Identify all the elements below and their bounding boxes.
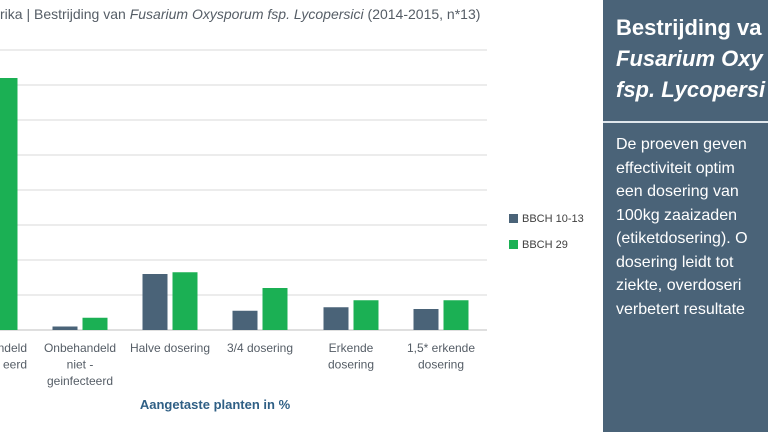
chart-title-suffix: (2014-2015, n*13) <box>363 6 481 22</box>
panel-title-line: Bestrijding va <box>616 15 762 40</box>
chart-title: rika | Bestrijding van Fusarium Oxysporu… <box>0 6 600 36</box>
panel-body-line: 100kg zaaizaden <box>616 206 737 224</box>
bar <box>0 78 18 330</box>
legend-swatch <box>509 240 518 249</box>
bar <box>172 272 198 330</box>
x-tick-label: Onbehandeld <box>44 341 116 355</box>
bar <box>232 310 258 330</box>
bar <box>142 274 168 330</box>
panel-title-line: fsp. Lycopersi <box>616 77 766 102</box>
legend-label: BBCH 29 <box>522 239 568 251</box>
x-tick-label: 3/4 dosering <box>227 341 293 355</box>
x-tick-label: 1,5* erkende <box>407 341 475 355</box>
panel-title: Bestrijding va Fusarium Oxy fsp. Lycoper… <box>616 12 768 105</box>
chart-title-prefix: rika | Bestrijding van <box>0 6 130 22</box>
bar <box>353 300 379 330</box>
bar <box>82 317 108 330</box>
x-tick-label: dosering <box>328 358 374 372</box>
chart-title-species: Fusarium Oxysporum fsp. Lycopersici <box>129 6 364 22</box>
legend-label: BBCH 10-13 <box>522 213 584 225</box>
x-tick-label: dosering <box>418 358 464 372</box>
bar <box>323 307 349 330</box>
x-tick-label: ndeld <box>0 341 27 355</box>
x-tick-label: niet - <box>67 358 94 372</box>
bar <box>52 326 78 330</box>
legend-swatch <box>509 214 518 223</box>
x-tick-label: Halve dosering <box>130 341 210 355</box>
panel-body-line: effectiviteit optim <box>616 159 735 177</box>
bar <box>262 288 288 330</box>
x-axis-title: Aangetaste planten in % <box>140 397 291 412</box>
x-tick-label: eerd <box>3 358 27 372</box>
panel-body: De proeven geven effectiviteit optim een… <box>616 133 768 321</box>
panel-body-line: (etiketdosering). O <box>616 230 748 247</box>
bar <box>413 309 439 330</box>
panel-body-line: verbetert resultate <box>616 300 745 318</box>
bar <box>443 300 469 330</box>
panel-title-line: Fusarium Oxy <box>616 46 763 71</box>
panel-body-line: ziekte, overdoseri <box>616 277 742 294</box>
x-tick-label: Erkende <box>329 341 374 355</box>
x-tick-label: geinfecteerd <box>47 374 113 388</box>
panel-divider <box>603 121 768 123</box>
panel-body-line: dosering leidt tot <box>616 253 734 271</box>
panel-body-line: een dosering van <box>616 183 739 200</box>
bar-chart: ndeld eerd Onbehandeld niet - geinfecteerd Ha… <box>0 49 584 412</box>
panel-body-line: De proeven geven <box>616 136 747 153</box>
info-panel: Bestrijding va Fusarium Oxy fsp. Lycoper… <box>603 0 768 432</box>
